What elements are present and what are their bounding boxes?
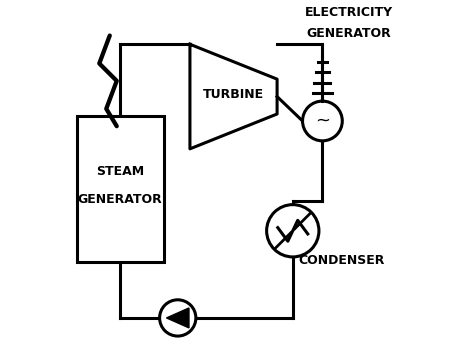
Text: ELECTRICITY: ELECTRICITY: [304, 6, 392, 19]
Circle shape: [267, 205, 319, 257]
Text: STEAM: STEAM: [96, 165, 144, 178]
Polygon shape: [190, 44, 277, 149]
Text: CONDENSER: CONDENSER: [299, 254, 385, 267]
Text: GENERATOR: GENERATOR: [306, 27, 391, 40]
Circle shape: [302, 101, 342, 141]
Text: GENERATOR: GENERATOR: [78, 193, 163, 206]
Text: TURBINE: TURBINE: [203, 88, 264, 101]
Text: ~: ~: [315, 112, 330, 130]
Circle shape: [160, 300, 196, 336]
Polygon shape: [166, 308, 189, 328]
Bar: [77, 116, 164, 262]
